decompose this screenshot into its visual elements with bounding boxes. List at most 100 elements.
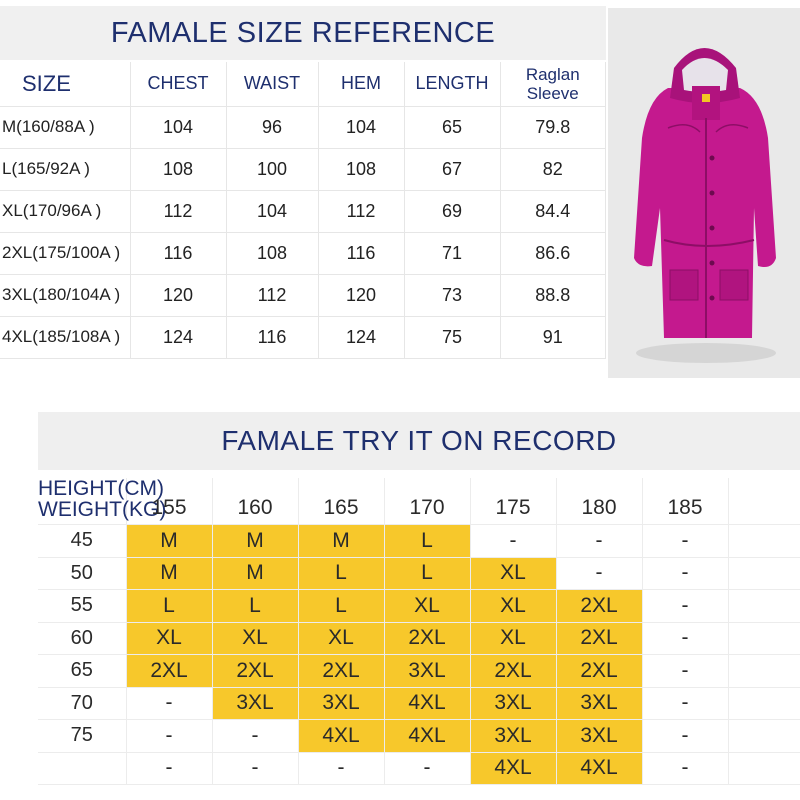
size-reference-table: SIZE CHEST WAIST HEM LENGTH Raglan Sleev… [0, 62, 606, 359]
recommended-size-cell: L [126, 589, 213, 623]
recommended-size-cell: 4XL [470, 752, 557, 785]
try-on-row: - - - -4XL 4XL - [38, 752, 800, 785]
size-row: 2XL(175/100A ) 116 108 116 71 86.6 [0, 232, 606, 275]
measurement-cell: 104 [318, 106, 405, 149]
measurement-cell: 104 [226, 190, 319, 233]
size-row: XL(170/96A ) 112 104 112 69 84.4 [0, 190, 606, 233]
recommended-size-cell: 4XL [384, 687, 471, 720]
size-row: M(160/88A ) 104 96 104 65 79.8 [0, 106, 606, 149]
weight-label-cell: 70 [38, 687, 127, 720]
recommended-size-cell: - [298, 752, 385, 785]
height-header-cell: 160 [212, 478, 299, 525]
recommended-size-cell: - [642, 654, 729, 688]
recommended-size-cell: 3XL [556, 687, 643, 720]
empty-cell [728, 719, 800, 753]
measurement-cell: 116 [318, 232, 405, 275]
measurement-cell: 82 [500, 148, 606, 191]
recommended-size-cell: - [126, 687, 213, 720]
measurement-cell: 100 [226, 148, 319, 191]
try-on-row: 65 2XL 2XL 2XL 3XL 2XL 2XL - [38, 654, 800, 688]
empty-cell [728, 687, 800, 720]
recommended-size-cell: - [642, 752, 729, 785]
recommended-size-cell: 2XL [556, 589, 643, 623]
measurement-cell: 108 [130, 148, 227, 191]
try-on-row: 55 L L L XL XL 2XL - [38, 589, 800, 623]
recommended-size-cell: L [298, 557, 385, 590]
recommended-size-cell: - [384, 752, 471, 785]
header-waist: WAIST [226, 62, 319, 107]
recommended-size-cell: - [642, 524, 729, 558]
header-hem: HEM [318, 62, 405, 107]
try-on-header-row: HEIGHT(CM) WEIGHT(KG) 155 160 165 170 175 180… [38, 478, 800, 525]
height-header-cell: 165 [298, 478, 385, 525]
recommended-size-cell: L [384, 524, 471, 558]
measurement-cell: 120 [130, 274, 227, 317]
size-label-cell: 3XL(180/104A ) [0, 274, 131, 317]
measurement-cell: 65 [404, 106, 501, 149]
recommended-size-cell: M [212, 557, 299, 590]
measurement-cell: 108 [318, 148, 405, 191]
size-row: L(165/92A ) 108 100 108 67 82 [0, 148, 606, 191]
weight-label-cell: 50 [38, 557, 127, 590]
recommended-size-cell: XL [470, 589, 557, 623]
size-reference-title: FAMALE SIZE REFERENCE [110, 16, 496, 49]
recommended-size-cell: 2XL [556, 622, 643, 655]
size-label-cell: L(165/92A ) [0, 148, 131, 191]
recommended-size-cell: M [298, 524, 385, 558]
recommended-size-cell: 3XL [470, 719, 557, 753]
measurement-cell: 124 [130, 316, 227, 359]
measurement-cell: 69 [404, 190, 501, 233]
recommended-size-cell: - [556, 524, 643, 558]
height-header-cell: 180 [556, 478, 643, 525]
recommended-size-cell: 4XL [298, 719, 385, 753]
height-header-cell: 170 [384, 478, 471, 525]
try-on-table: HEIGHT(CM) WEIGHT(KG) 155 160 165 170 175 180… [38, 478, 800, 785]
measurement-cell: 67 [404, 148, 501, 191]
recommended-size-cell: - [642, 719, 729, 753]
try-on-row: 60 XL XL XL 2XL XL 2XL - [38, 622, 800, 655]
recommended-size-cell: 2XL [384, 622, 471, 655]
recommended-size-cell: XL [126, 622, 213, 655]
recommended-size-cell: - [642, 557, 729, 590]
measurement-cell: 116 [226, 316, 319, 359]
size-label-cell: 4XL(185/108A ) [0, 316, 131, 359]
weight-label-cell: 65 [38, 654, 127, 688]
recommended-size-cell: - [642, 589, 729, 623]
recommended-size-cell: 3XL [212, 687, 299, 720]
recommended-size-cell: 3XL [298, 687, 385, 720]
axis-labels-cell: HEIGHT(CM) WEIGHT(KG) [38, 478, 166, 525]
recommended-size-cell: 2XL [556, 654, 643, 688]
recommended-size-cell: 2XL [212, 654, 299, 688]
size-label-cell: 2XL(175/100A ) [0, 232, 131, 275]
recommended-size-cell: - [126, 719, 213, 753]
recommended-size-cell: - [642, 622, 729, 655]
recommended-size-cell: L [212, 589, 299, 623]
recommended-size-cell: - [126, 752, 213, 785]
jacket-illustration [634, 48, 776, 363]
recommended-size-cell: - [642, 687, 729, 720]
empty-cell [728, 622, 800, 655]
recommended-size-cell: XL [470, 557, 557, 590]
empty-cell [728, 478, 800, 525]
weight-label-cell: 75 [38, 719, 127, 753]
weight-label-cell: 60 [38, 622, 127, 655]
measurement-cell: 91 [500, 316, 606, 359]
recommended-size-cell: 2XL [126, 654, 213, 688]
recommended-size-cell: L [384, 557, 471, 590]
header-raglan: Raglan [525, 64, 580, 84]
jacket-product-image [608, 8, 800, 378]
try-on-row: 75- -4XL 4XL 3XL 3XL - [38, 719, 800, 753]
try-on-row: 45 M M M L - - - [38, 524, 800, 558]
measurement-cell: 116 [130, 232, 227, 275]
header-raglan-sleeve: Raglan Sleeve [500, 62, 606, 107]
empty-cell [728, 752, 800, 785]
height-header-cell: 155 [126, 478, 213, 525]
empty-cell [728, 589, 800, 623]
recommended-size-cell: XL [212, 622, 299, 655]
recommended-size-cell: L [298, 589, 385, 623]
measurement-cell: 84.4 [500, 190, 606, 233]
measurement-cell: 79.8 [500, 106, 606, 149]
try-on-row: 70-3XL 3XL 4XL 3XL 3XL - [38, 687, 800, 720]
measurement-cell: 112 [130, 190, 227, 233]
recommended-size-cell: XL [298, 622, 385, 655]
